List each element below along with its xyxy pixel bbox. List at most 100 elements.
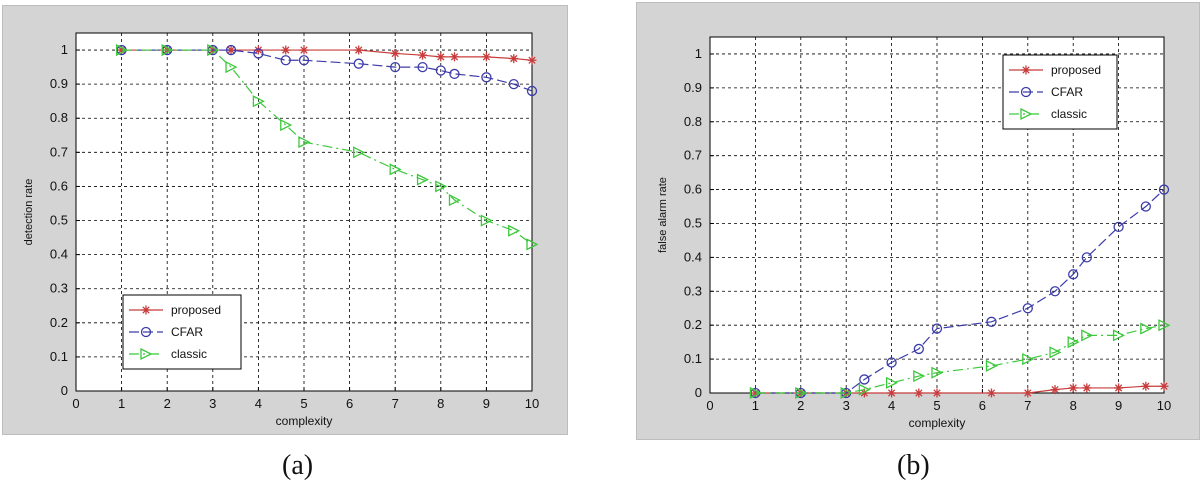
- series-line-cfar: [755, 189, 1165, 394]
- x-tick-label: 1: [752, 398, 759, 413]
- data-point-classic: [508, 224, 521, 237]
- chart-panel-b: 0 1 2 3 4 5 6 7 8 9 10 0 0.1 0.2 0.3 0.4 0.5 0.6 0.7 0.8 0.9…: [636, 2, 1200, 440]
- legend-label-classic: classic: [171, 347, 207, 361]
- data-point-cfar: [931, 323, 943, 334]
- data-point-cfar: [417, 61, 428, 73]
- chart-a: 0 1 2 3 4 5 6 7 8 9 10 0 0.1 0.2 0.3 0.4 0.5 0.6 0.7 0.8 0.9…: [23, 32, 539, 428]
- data-point-proposed: [1114, 383, 1124, 393]
- data-point-classic: [1022, 353, 1035, 366]
- chart-panel-a: 0 1 2 3 4 5 6 7 8 9 10 0 0.1 0.2 0.3 0.4 0.5 0.6 0.7 0.8 0.9…: [2, 5, 568, 435]
- data-point-classic: [448, 194, 461, 207]
- series-cfar: [750, 184, 1170, 399]
- legend-label-proposed: proposed: [1051, 63, 1101, 77]
- data-point-cfar: [280, 55, 291, 66]
- data-point-proposed: [281, 45, 291, 55]
- data-point-classic: [252, 95, 265, 108]
- y-tick-label: 0.8: [50, 110, 68, 125]
- data-point-proposed: [1023, 388, 1033, 398]
- data-point-proposed: [354, 45, 364, 55]
- data-point-cfar: [913, 343, 924, 355]
- y-tick-label: 0.7: [684, 148, 702, 163]
- series-classic: [115, 43, 539, 251]
- series-line-classic: [755, 324, 1165, 394]
- data-point-classic: [389, 163, 402, 176]
- data-point-proposed: [932, 388, 942, 398]
- y-tick-label: 0.7: [50, 144, 68, 159]
- data-point-proposed: [1068, 383, 1078, 393]
- data-point-classic: [416, 173, 430, 186]
- data-point-classic: [1140, 322, 1153, 335]
- y-tick-label: 0.2: [684, 317, 702, 332]
- data-point-proposed: [226, 45, 236, 55]
- data-point-classic: [353, 146, 366, 159]
- y-tick-label: 0: [695, 385, 702, 400]
- data-point-classic: [1067, 336, 1080, 349]
- y-tick-label: 0.3: [684, 283, 702, 298]
- legend-marker-proposed: [141, 305, 151, 315]
- x-tick-label: 0: [706, 398, 713, 413]
- data-point-cfar: [1081, 252, 1092, 263]
- data-point-proposed: [436, 52, 446, 62]
- x-tick-label: 2: [797, 398, 804, 413]
- series-line-cfar: [121, 49, 533, 92]
- x-tick-label: 7: [392, 396, 399, 411]
- data-point-cfar: [1049, 286, 1061, 297]
- data-point-cfar: [481, 72, 492, 83]
- x-tick-label: 9: [483, 396, 490, 411]
- caption-a: (a): [282, 450, 314, 481]
- y-tick-label: 0.5: [50, 213, 68, 228]
- y-tick-label: 0: [61, 383, 68, 398]
- y-tick-label: 1: [695, 46, 702, 61]
- y-tick-label: 0.2: [50, 315, 68, 330]
- legend-marker-classic: [140, 347, 153, 361]
- legend-marker-classic: [1020, 107, 1033, 121]
- data-point-classic: [115, 43, 129, 57]
- data-point-classic: [1049, 346, 1062, 359]
- data-point-classic: [840, 386, 853, 400]
- data-point-classic: [795, 386, 808, 400]
- data-point-cfar: [1140, 201, 1151, 212]
- x-tick-label: 4: [255, 396, 262, 411]
- data-point-cfar: [1113, 221, 1124, 233]
- x-tick-label: 9: [1115, 398, 1122, 413]
- data-point-cfar: [886, 357, 897, 368]
- data-point-cfar: [859, 374, 870, 385]
- data-point-cfar: [1068, 269, 1079, 280]
- data-point-classic: [1158, 319, 1171, 332]
- data-point-classic: [931, 366, 944, 379]
- y-tick-label: 0.1: [50, 349, 68, 364]
- y-tick-label: 0.8: [684, 114, 702, 129]
- data-point-classic: [985, 359, 998, 372]
- data-point-cfar: [1158, 184, 1170, 195]
- grid: [76, 33, 532, 391]
- data-point-cfar: [449, 68, 460, 80]
- x-tick-label: 10: [525, 396, 539, 411]
- data-point-classic: [207, 43, 220, 57]
- y-tick-label: 1: [61, 42, 68, 57]
- data-point-cfar: [253, 48, 264, 59]
- data-point-cfar: [508, 78, 519, 90]
- data-point-classic: [225, 61, 238, 74]
- data-point-classic: [480, 214, 493, 227]
- data-point-cfar: [986, 316, 997, 327]
- data-point-proposed: [1159, 381, 1169, 391]
- data-point-cfar: [225, 44, 237, 56]
- legend-label-proposed: proposed: [171, 303, 221, 317]
- data-point-cfar: [1022, 303, 1033, 314]
- legend-marker-proposed: [1021, 65, 1031, 75]
- data-point-proposed: [1050, 385, 1060, 395]
- data-point-classic: [885, 376, 899, 389]
- y-axis-label: false alarm rate: [657, 177, 669, 253]
- y-tick-label: 0.5: [684, 215, 702, 230]
- data-point-proposed: [887, 388, 897, 398]
- legend: proposed CFAR classic: [1002, 54, 1118, 130]
- y-tick-label: 0.4: [50, 247, 68, 262]
- x-axis-label: complexity: [909, 416, 966, 430]
- x-tick-label: 7: [1024, 398, 1031, 413]
- y-tick-label: 0.9: [50, 76, 68, 91]
- x-tick-label: 3: [209, 396, 216, 411]
- data-point-classic: [749, 386, 762, 400]
- data-point-classic: [280, 119, 293, 132]
- data-point-proposed: [859, 388, 869, 398]
- data-point-proposed: [253, 45, 263, 55]
